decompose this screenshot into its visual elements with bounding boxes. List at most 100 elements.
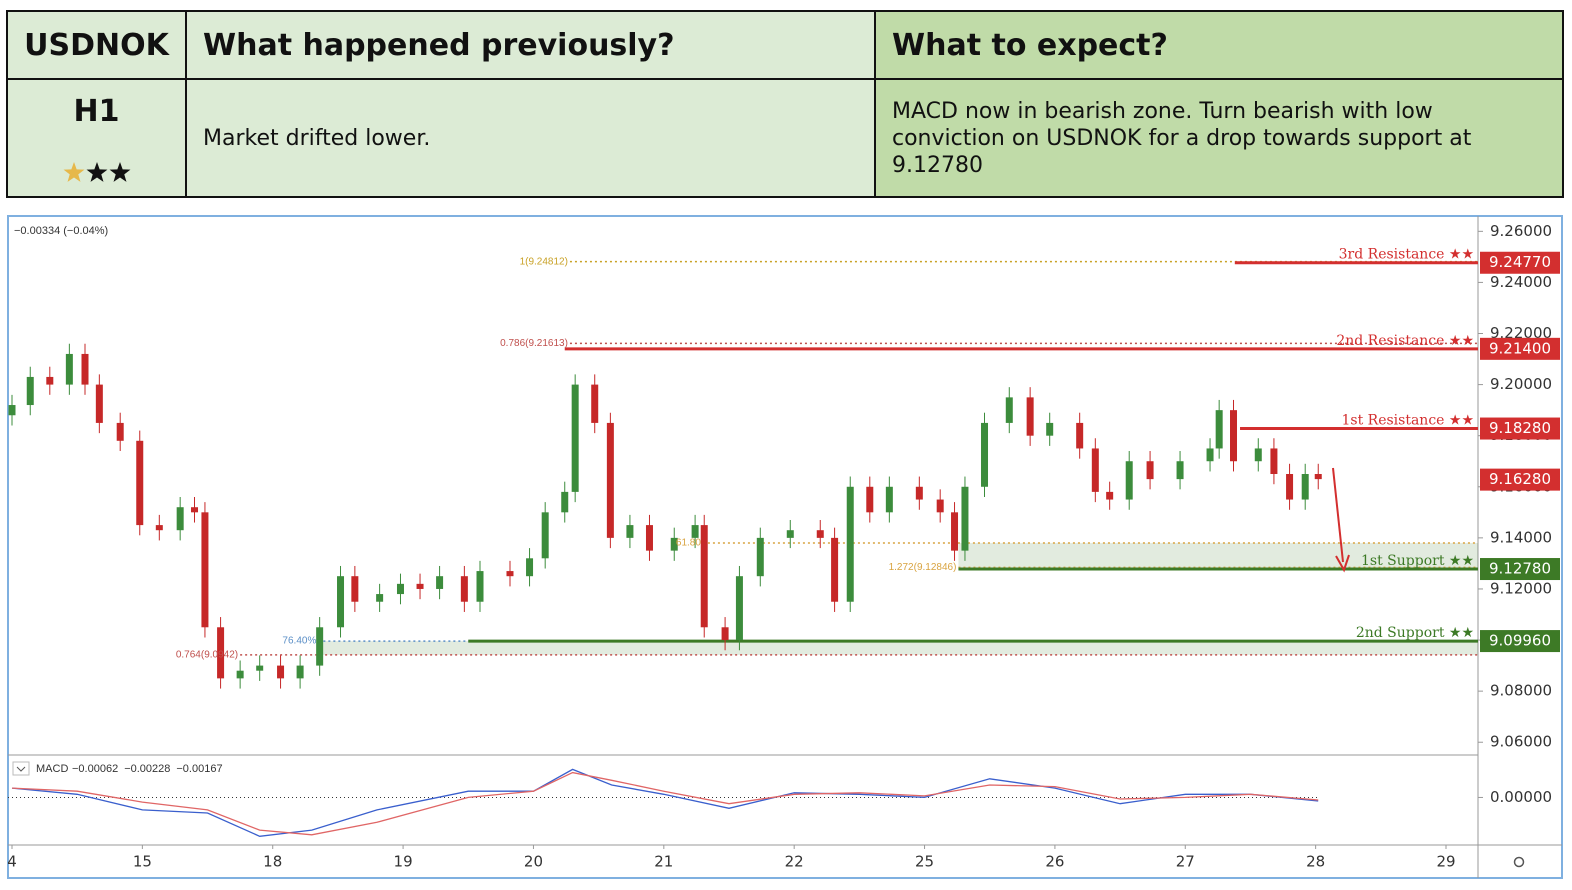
forecast-arrow: [1332, 467, 1344, 563]
candle-body: [951, 512, 959, 551]
candle-body: [606, 422, 614, 538]
last-price-label: 9.16280: [1489, 470, 1551, 488]
candle-body: [351, 576, 359, 602]
candle-body: [885, 486, 893, 513]
candle-body: [201, 512, 209, 628]
candle-body: [1230, 410, 1238, 462]
x-tick-label: 28: [1306, 853, 1325, 871]
candle-body: [735, 576, 743, 641]
level-name: 2nd Support ★★: [1356, 625, 1474, 641]
x-tick-label: 27: [1176, 853, 1195, 871]
previous-text: Market drifted lower.: [185, 78, 876, 198]
candle-body: [1270, 448, 1278, 475]
forecast-arrowhead: [1335, 554, 1350, 573]
y-tick-label: 9.16000: [1490, 477, 1552, 495]
x-tick-label: 20: [524, 853, 543, 871]
candle-body: [1286, 474, 1294, 500]
candle-body: [1254, 448, 1262, 462]
settings-icon[interactable]: [1513, 856, 1525, 868]
candle-body: [1206, 448, 1214, 462]
candle-body: [915, 486, 923, 500]
candle-body: [645, 525, 653, 551]
candle-body: [337, 576, 345, 628]
candle-body: [236, 670, 244, 679]
star: [86, 162, 108, 182]
fib-label: 0.786(9.21613): [500, 338, 568, 349]
candle-body: [65, 353, 73, 385]
candle-body: [1176, 461, 1184, 480]
last-price-badge: [1480, 468, 1560, 491]
candle-body: [1215, 410, 1223, 449]
candle-body: [1005, 397, 1013, 423]
support-zone: [318, 641, 1479, 655]
y-tick-label: 9.12000: [1490, 579, 1552, 597]
candle-body: [721, 627, 729, 641]
level-name: 2nd Resistance ★★: [1336, 333, 1474, 349]
candle-body: [217, 627, 225, 679]
timeframe-cell: H1: [6, 78, 187, 198]
level-name: 1st Resistance ★★: [1341, 413, 1474, 429]
x-tick-label: 21: [654, 853, 673, 871]
candle-body: [591, 384, 599, 423]
candle-body: [691, 525, 699, 538]
price-badge-label: 9.21400: [1489, 339, 1551, 357]
y-tick-label: 9.06000: [1490, 733, 1552, 751]
y-tick-label: 9.24000: [1490, 273, 1552, 291]
candle-body: [981, 422, 989, 487]
collapse-button[interactable]: [12, 761, 30, 776]
fib-label: 0.764(9.0942): [176, 650, 238, 661]
price-badge: [1480, 337, 1560, 360]
candle-body: [316, 627, 324, 666]
support-zone: [958, 542, 1478, 570]
macd-legend-value: −0.00167: [176, 763, 222, 775]
y-tick-label: 9.20000: [1490, 375, 1552, 393]
candle-body: [936, 499, 944, 513]
x-tick-label: 4: [7, 853, 17, 871]
timeframe: H1: [73, 94, 120, 129]
candle-body: [786, 530, 794, 538]
fib-label: 1(9.24812): [520, 256, 568, 267]
price-badge: [1480, 630, 1560, 653]
candle-body: [396, 583, 404, 595]
y-tick-label: 9.22000: [1490, 324, 1552, 342]
macd-line: [11, 771, 1319, 836]
candle-body: [571, 384, 579, 492]
candle-body: [816, 530, 824, 538]
candle-body: [1314, 474, 1322, 480]
x-tick-label: 26: [1045, 853, 1064, 871]
price-badge: [1480, 417, 1560, 440]
y-tick-label: 9.10000: [1490, 631, 1552, 649]
candle-body: [1301, 474, 1309, 500]
star: [63, 162, 85, 182]
previous-title: What happened previously?: [185, 10, 876, 80]
collapse-icon: [16, 766, 26, 772]
candle-body: [81, 353, 89, 385]
candle-body: [866, 486, 874, 513]
fib-label: 1.272(9.12846): [889, 562, 957, 573]
candle-body: [46, 376, 54, 385]
candle-body: [436, 576, 444, 589]
candle-body: [176, 507, 184, 531]
x-tick-label: 29: [1436, 853, 1455, 871]
candle-body: [1046, 422, 1054, 436]
macd-legend-value: −0.00062: [72, 763, 118, 775]
candle-body: [136, 440, 144, 526]
candle-body: [1026, 397, 1034, 436]
macd-line: [11, 768, 1319, 837]
candle-body: [506, 571, 514, 577]
chart-frame: [7, 215, 1563, 879]
x-tick-label: 22: [785, 853, 804, 871]
macd-legend-value: −0.00228: [124, 763, 170, 775]
symbol-cell: USDNOK: [6, 10, 187, 80]
candle-body: [1146, 461, 1154, 480]
candle-body: [376, 594, 384, 602]
price-badge-label: 9.18280: [1489, 419, 1551, 437]
candle-body: [1091, 448, 1099, 492]
x-tick-label: 25: [915, 853, 934, 871]
candle-body: [1125, 461, 1133, 500]
star: [109, 162, 131, 182]
candle-body: [541, 512, 549, 559]
level-name: 1st Support ★★: [1361, 553, 1474, 569]
candle-body: [256, 665, 264, 671]
